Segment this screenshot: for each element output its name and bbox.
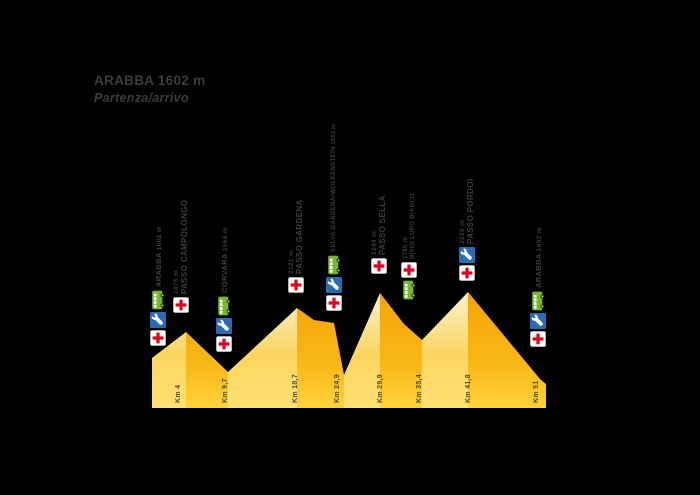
site-label-bivio-lupo-bianco: 1780 m BIVIO LUPO BIANCO: [403, 193, 416, 259]
site-name: PASSO GARDENA: [295, 199, 304, 274]
icon-stack-arabba-start: [150, 290, 166, 346]
shuttle-bus-icon: [217, 296, 231, 316]
km-label: Km 51: [533, 380, 540, 403]
site-label-arabba-start: ARABBA 1602 m: [154, 226, 163, 287]
icon-stack-passo-sella: [371, 258, 387, 274]
shuttle-bus-icon: [151, 290, 165, 310]
icon-stack-bivio-lupo-bianco: [401, 262, 417, 300]
site-label-corvara: CORVARA 1568 m: [220, 227, 229, 293]
site-label-passo-pordoi: 2239 m PASSO PORDOI: [459, 179, 475, 244]
slope-sella-to-lupo-bianco: [380, 293, 422, 408]
slope-pordoi-to-arabba: [468, 292, 546, 408]
site-elevation: 2244 m: [371, 230, 378, 255]
slope-campolongo-to-corvara: [186, 332, 228, 408]
icon-stack-passo-gardena: [288, 277, 304, 293]
first-aid-icon: [459, 265, 475, 281]
site-elevation: 1875 m: [173, 269, 180, 294]
site-elevation: 2121 m: [288, 249, 295, 274]
site-elevation: 1602 m: [155, 226, 163, 253]
mechanical-assistance-icon: [530, 313, 546, 329]
shuttle-bus-icon: [327, 255, 341, 275]
first-aid-icon: [326, 295, 342, 311]
slope-lupo-bianco-to-pordoi: [422, 292, 468, 408]
site-label-passo-gardena: 2121 m PASSO GARDENA: [288, 199, 304, 274]
first-aid-icon: [371, 258, 387, 274]
km-label: Km 18,7: [292, 374, 299, 403]
site-name: ARABBA: [153, 252, 163, 287]
title-partenza-arrivo: Partenza/arrivo: [94, 91, 189, 105]
icon-stack-passo-pordoi: [459, 247, 475, 281]
site-label-passo-sella: 2244 m PASSO SELLA: [371, 195, 387, 255]
km-label: Km 9,7: [222, 378, 229, 403]
mechanical-assistance-icon: [326, 277, 342, 293]
site-name: ARABBA: [533, 253, 543, 288]
site-label-arabba-end: ARABBA 1602 m: [534, 227, 543, 288]
first-aid-icon: [288, 277, 304, 293]
first-aid-icon: [173, 297, 189, 313]
slope-corvara-to-gardena: [228, 308, 297, 408]
site-name: PASSO CAMPOLONGO: [180, 199, 189, 294]
site-name: PASSO PORDOI: [466, 178, 475, 244]
first-aid-icon: [216, 336, 232, 352]
site-name: PASSO SELLA: [378, 195, 387, 255]
site-elevation: 1568 m: [221, 227, 229, 254]
site-elevation: 2239 m: [459, 219, 466, 244]
site-name: CORVARA: [219, 253, 229, 293]
km-label: Km 41,8: [465, 374, 472, 403]
icon-stack-passo-campolongo: [173, 297, 189, 313]
slope-gardena-to-selva: [297, 308, 344, 408]
first-aid-icon: [150, 330, 166, 346]
mechanical-assistance-icon: [216, 318, 232, 334]
site-elevation: 1780 m: [402, 236, 409, 259]
km-label: Km 24,9: [334, 374, 341, 403]
shuttle-bus-icon: [402, 280, 416, 300]
km-label: Km 35,4: [416, 374, 423, 403]
site-label-passo-campolongo: 1875 m PASSO CAMPOLONGO: [173, 200, 189, 294]
icon-stack-selva-gardena: [326, 255, 342, 311]
icon-stack-corvara: [216, 296, 232, 352]
title-start-finish-place: ARABBA 1602 m: [94, 73, 206, 88]
slope-selva-to-sella: [344, 293, 380, 408]
page-title: ARABBA 1602 m Partenza/arrivo: [94, 72, 205, 107]
mechanical-assistance-icon: [150, 312, 166, 328]
first-aid-icon: [401, 262, 417, 278]
site-elevation: 1563 m: [330, 123, 337, 147]
site-label-selva-gardena: SELVA GARDENA/WOLKENSTEIN 1563 m: [330, 124, 339, 252]
site-name: BIVIO LUPO BIANCO: [409, 193, 415, 259]
km-label: Km 29,9: [377, 374, 384, 403]
site-name: SELVA GARDENA/WOLKENSTEIN: [330, 146, 337, 252]
slope-arabba-to-campolongo: [152, 332, 186, 408]
icon-stack-arabba-end: [530, 291, 546, 347]
shuttle-bus-icon: [531, 291, 545, 311]
mechanical-assistance-icon: [459, 247, 475, 263]
first-aid-icon: [530, 331, 546, 347]
site-elevation: 1602 m: [535, 227, 543, 254]
km-label: Km 4: [175, 384, 182, 403]
